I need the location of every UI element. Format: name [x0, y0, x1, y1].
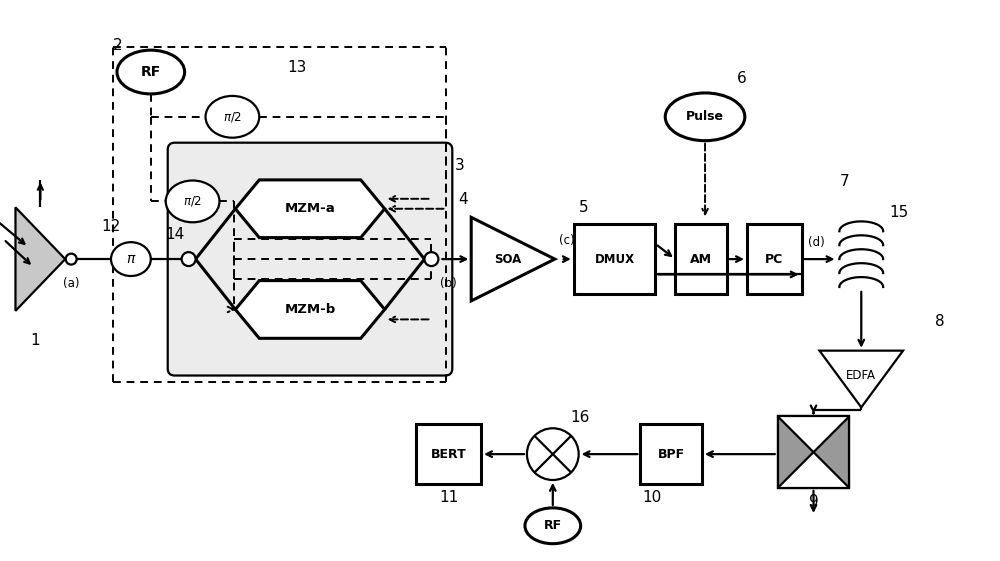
Bar [675, 224, 727, 294]
Text: MZM-a: MZM-a [285, 203, 335, 215]
Text: 13: 13 [287, 60, 306, 75]
Text: SOA: SOA [494, 252, 522, 265]
Text: PC: PC [765, 252, 783, 265]
Polygon shape [778, 416, 814, 488]
Polygon shape [778, 452, 849, 488]
Polygon shape [235, 180, 385, 238]
Text: (d): (d) [808, 236, 824, 249]
Text: 14: 14 [165, 227, 184, 242]
Circle shape [424, 252, 438, 266]
Ellipse shape [206, 96, 259, 137]
Circle shape [527, 428, 579, 480]
Text: 11: 11 [439, 490, 458, 505]
Text: 2: 2 [113, 38, 123, 53]
Polygon shape [235, 280, 385, 338]
Text: $\pi/2$: $\pi/2$ [183, 195, 202, 208]
Bar [640, 424, 702, 484]
Text: $\pi$: $\pi$ [126, 252, 136, 266]
Ellipse shape [665, 93, 745, 141]
Bar [747, 224, 802, 294]
Bar [778, 416, 849, 488]
Text: RF: RF [544, 519, 562, 532]
Text: 5: 5 [579, 200, 588, 215]
Text: $\pi/2$: $\pi/2$ [223, 110, 242, 124]
Ellipse shape [525, 508, 581, 544]
Ellipse shape [117, 50, 185, 94]
Text: MZM-b: MZM-b [284, 303, 336, 316]
Bar [416, 424, 481, 484]
Text: (b): (b) [440, 277, 457, 290]
Polygon shape [814, 416, 849, 488]
Circle shape [66, 254, 77, 265]
Text: 3: 3 [455, 158, 465, 173]
Text: BPF: BPF [658, 448, 685, 461]
Text: 1: 1 [31, 333, 40, 348]
FancyBboxPatch shape [168, 142, 452, 375]
Text: 12: 12 [101, 219, 120, 234]
Text: 6: 6 [737, 71, 747, 86]
Text: AM: AM [690, 252, 712, 265]
Text: 10: 10 [643, 490, 662, 505]
Text: (c): (c) [559, 234, 574, 247]
Ellipse shape [111, 242, 151, 276]
Ellipse shape [166, 181, 219, 222]
Text: Pulse: Pulse [686, 111, 724, 123]
Text: BERT: BERT [431, 448, 467, 461]
Text: 4: 4 [458, 192, 468, 208]
Polygon shape [471, 217, 555, 301]
Text: 15: 15 [889, 205, 908, 220]
Polygon shape [819, 351, 903, 407]
Text: (a): (a) [63, 277, 79, 290]
Text: EDFA: EDFA [846, 369, 876, 381]
Bar [574, 224, 655, 294]
Text: 8: 8 [935, 314, 945, 329]
Text: RF: RF [141, 65, 161, 79]
Text: 16: 16 [571, 410, 590, 425]
Text: 7: 7 [839, 174, 849, 190]
Text: DMUX: DMUX [594, 252, 635, 265]
Text: 9: 9 [809, 494, 818, 509]
Polygon shape [778, 416, 849, 452]
Polygon shape [15, 208, 65, 311]
Circle shape [182, 252, 196, 266]
Bar [778, 416, 849, 488]
